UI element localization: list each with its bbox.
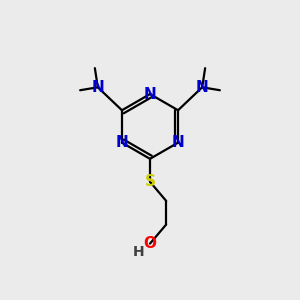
Text: N: N bbox=[144, 87, 156, 102]
Text: N: N bbox=[116, 135, 128, 150]
Text: N: N bbox=[172, 135, 184, 150]
Text: N: N bbox=[196, 80, 208, 95]
Text: S: S bbox=[145, 174, 155, 189]
Text: N: N bbox=[92, 80, 104, 95]
Text: O: O bbox=[143, 236, 157, 251]
Text: H: H bbox=[132, 245, 144, 260]
